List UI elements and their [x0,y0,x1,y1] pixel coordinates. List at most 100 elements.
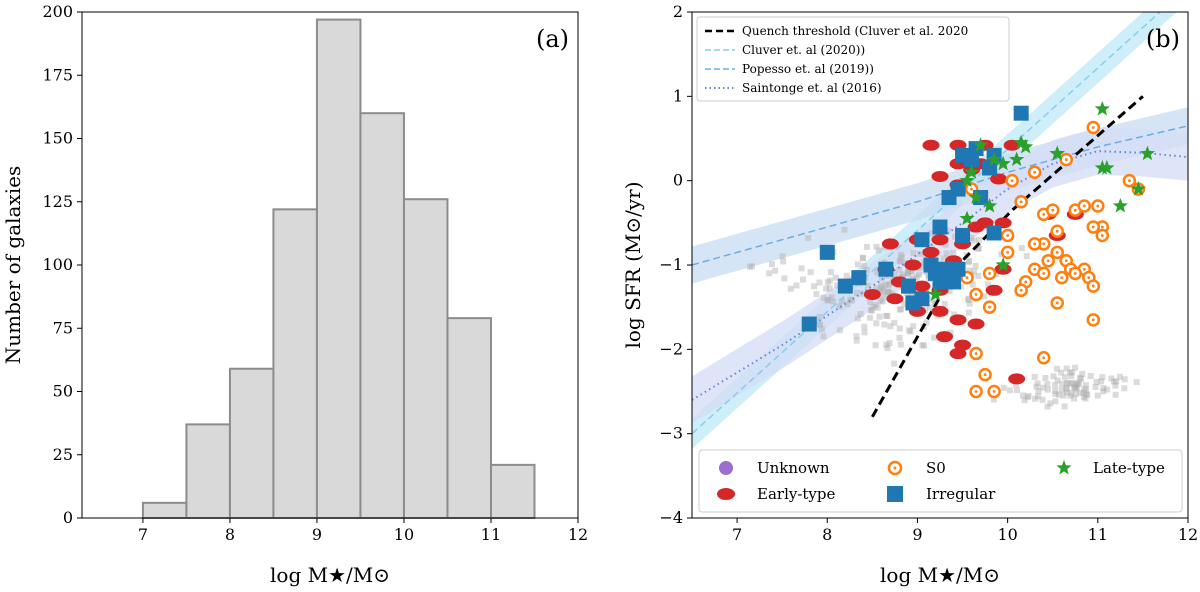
background-galaxy-marker [748,263,755,270]
background-galaxy-marker [1075,381,1082,388]
s0-marker-center [974,293,978,296]
background-galaxy-marker [1080,389,1087,396]
late-type-marker [1130,181,1147,196]
y-tick-label: 100 [42,255,73,274]
y-tick-label: 0 [63,508,73,527]
background-galaxy-marker [920,342,927,349]
background-galaxy-marker [807,269,814,276]
s0-marker-center [1033,242,1037,246]
background-galaxy-marker [746,263,753,270]
background-galaxy-marker [946,288,953,295]
background-galaxy-marker [823,285,830,292]
galaxy-markers [801,100,1156,399]
s0-marker-center [1060,276,1064,280]
background-galaxy-marker [1078,375,1085,382]
background-galaxy-marker [891,272,898,279]
background-galaxy-marker [931,298,938,305]
background-galaxy-marker [1071,395,1078,402]
irregular-marker [946,274,962,290]
background-galaxy-marker [1069,369,1076,376]
background-galaxy-marker [907,328,914,335]
s0-marker-center [1006,234,1010,237]
background-galaxy-marker [854,261,861,268]
s0-marker-center [1100,234,1104,237]
s0-marker-center [1006,250,1010,254]
early-type-marker [949,314,967,326]
s0-marker-center [1091,126,1095,129]
background-galaxy-marker [1034,380,1041,387]
background-galaxy-marker [853,289,860,296]
background-galaxy-marker [1099,374,1106,381]
y-tick-label: 1 [673,86,683,105]
background-galaxy-marker [1112,391,1119,398]
s0-marker-center [1019,288,1023,292]
background-galaxy-marker [780,258,787,265]
late-type-marker [1094,100,1110,116]
background-galaxy-marker [1112,382,1119,389]
background-galaxy-marker [813,291,820,298]
background-galaxy-marker [863,266,870,273]
background-galaxy-marker [1035,388,1042,395]
background-galaxy-marker [966,258,973,265]
x-tick-label: 12 [568,525,588,544]
histogram-bar [402,198,449,519]
histogram-bar [489,463,536,519]
background-galaxy-marker [847,296,854,303]
background-galaxy-marker [800,276,807,283]
relation-line [692,125,1188,266]
late-type-marker [963,164,980,179]
background-galaxy-marker [923,319,930,326]
background-galaxy-marker [866,314,873,321]
background-galaxy-marker [885,289,892,296]
background-galaxy-marker [1034,393,1041,400]
background-galaxy-marker [1063,389,1070,396]
s0-marker-center [1064,259,1068,263]
background-galaxy-marker [1113,378,1120,385]
background-galaxy-marker [899,271,906,278]
late-type-marker [1112,197,1128,213]
background-galaxy-marker [824,297,831,304]
background-galaxy-marker [1068,373,1075,380]
background-galaxy-marker [981,293,988,300]
early-type-marker [931,305,949,317]
background-galaxy-marker [816,279,823,286]
background-galaxy-marker [907,267,914,274]
legend-unknown-marker [719,461,733,475]
s0-marker-center [1127,179,1131,183]
background-galaxy-marker [1116,373,1123,380]
s0-marker-center [1042,213,1046,216]
y-tick-label: −3 [659,424,683,443]
background-galaxy-marker [975,236,982,243]
legend-late-type-marker [1056,460,1072,475]
x-tick-label: 11 [481,525,501,544]
s0-marker-center [1042,356,1046,360]
y-tick-label: 75 [53,318,73,337]
s0-marker-center [1019,200,1023,204]
late-type-marker [995,257,1011,272]
background-galaxy-marker [971,268,978,275]
background-galaxy-marker [965,259,972,266]
background-galaxy-marker [1025,393,1032,400]
y-tick-label: 150 [42,129,73,148]
background-galaxy-marker [908,267,915,274]
background-galaxy-marker [919,342,926,349]
background-galaxy-marker [1019,392,1026,399]
early-type-marker [949,348,967,360]
scatter-x-axis-label: log M★/M⊙ [880,563,1000,587]
background-galaxy-marker [867,298,874,305]
s0-marker-center [1087,276,1091,280]
late-type-marker [1049,145,1065,161]
background-galaxy-marker [874,269,881,276]
background-galaxy-marker [818,326,825,333]
scatter-panel-label: (b) [1146,25,1180,53]
background-galaxy-marker [779,253,786,260]
background-galaxy-marker [1052,388,1059,395]
irregular-marker [932,219,948,235]
background-galaxy-marker [1084,391,1091,398]
background-galaxy-marker [820,294,827,301]
histogram-bars [141,18,536,520]
background-galaxy-marker [882,281,889,288]
background-galaxy-marker [879,298,886,305]
early-type-marker [922,246,940,258]
